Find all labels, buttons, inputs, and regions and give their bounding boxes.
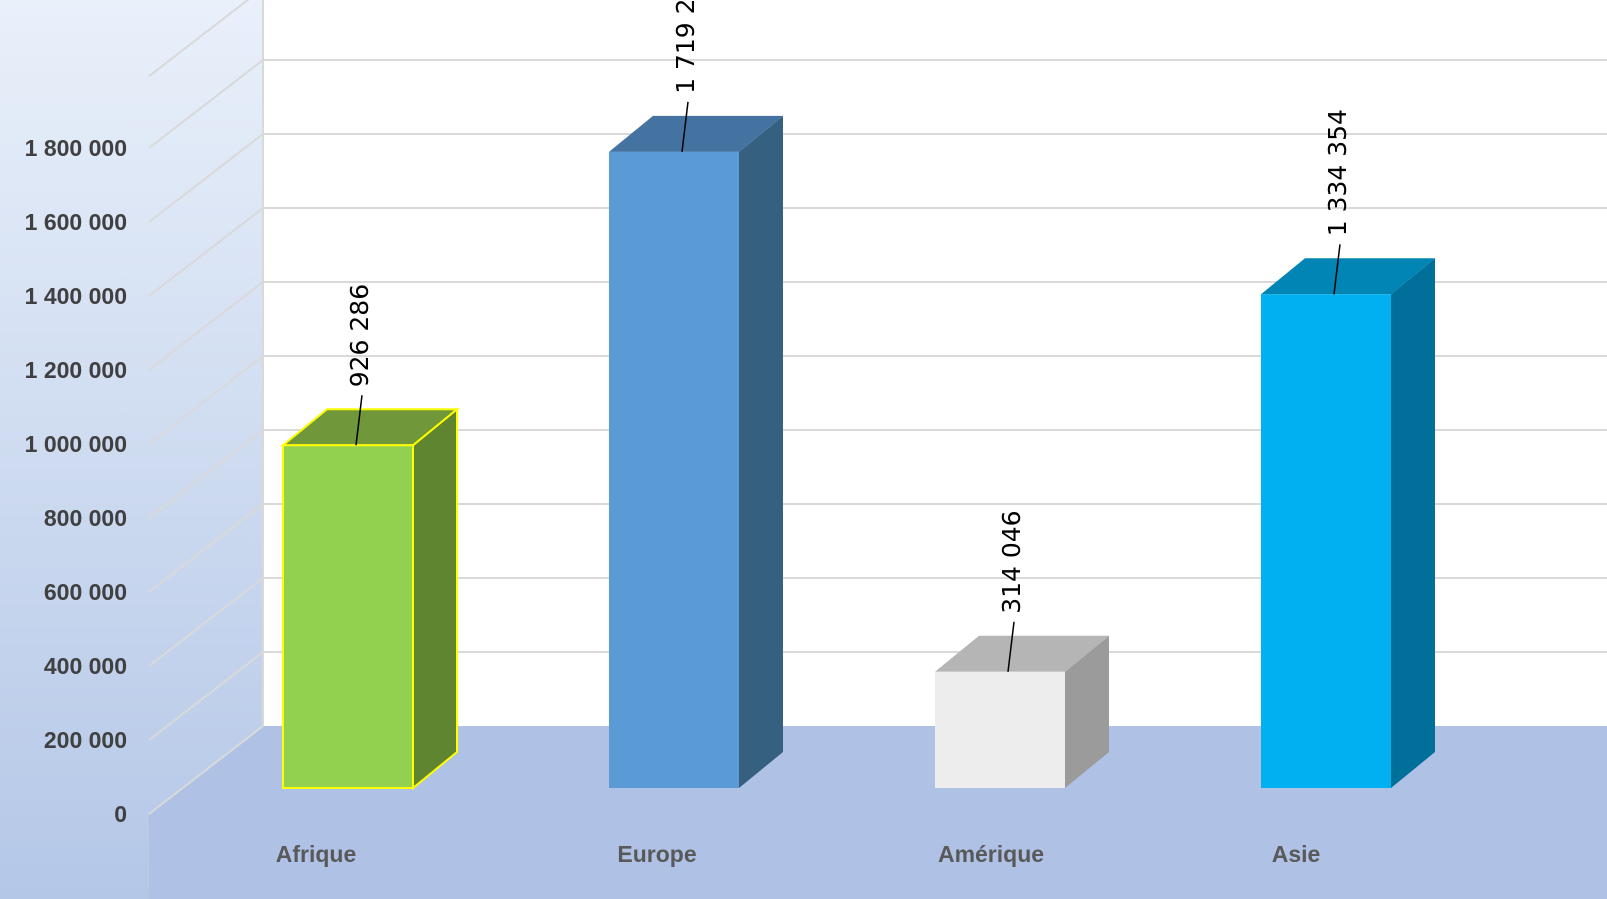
bar-side [1391, 258, 1435, 788]
y-tick-label: 0 [114, 801, 127, 827]
leader-line [1333, 244, 1341, 295]
x-category-label: Asie [1272, 841, 1321, 867]
bar-side [412, 407, 458, 791]
y-tick-label: 1 600 000 [25, 209, 127, 235]
bar-front [609, 151, 739, 788]
y-tick-label: 200 000 [44, 727, 127, 753]
gridline-side [148, 429, 264, 519]
y-tick-label: 1 200 000 [25, 357, 127, 383]
y-tick-label: 800 000 [44, 505, 127, 531]
bar-front [1261, 294, 1391, 788]
gridline-side [148, 503, 264, 593]
gridline-side [148, 0, 250, 78]
x-category-label: Europe [617, 841, 696, 867]
y-tick-label: 600 000 [44, 579, 127, 605]
y-tick-label: 1 000 000 [25, 431, 127, 457]
data-label: 314 046 [997, 510, 1026, 613]
bar-top [609, 115, 783, 152]
gridline-side [148, 355, 264, 445]
gridline-side [148, 207, 264, 297]
y-tick-label: 1 800 000 [25, 135, 127, 161]
data-label: 1 334 354 [1323, 109, 1352, 236]
data-label: 1 719 2 [671, 0, 700, 94]
leader-line [681, 101, 689, 152]
x-category-label: Afrique [276, 841, 357, 867]
bar-europe [609, 115, 783, 789]
bar-side [739, 115, 783, 789]
gridline-side [148, 577, 264, 667]
data-label: 926 286 [345, 284, 374, 387]
y-tick-label: 1 400 000 [25, 283, 127, 309]
leader-line [355, 395, 363, 446]
bar-asie [1261, 258, 1435, 788]
leader-line [1007, 621, 1015, 672]
bar-front [935, 671, 1065, 788]
gridline-side [148, 725, 264, 815]
bar-afrique [280, 407, 460, 791]
gridline-side [148, 281, 264, 371]
bar-side [1065, 635, 1109, 788]
bar-amerique [935, 635, 1109, 788]
gridline-side [148, 133, 264, 223]
bar-front [282, 444, 414, 789]
x-category-label: Amérique [938, 841, 1044, 867]
bar-top [1261, 258, 1435, 295]
y-tick-label: 400 000 [44, 653, 127, 679]
gridline-side [148, 651, 264, 741]
bar-top [935, 635, 1109, 672]
gridline-side [148, 59, 264, 149]
plot-floor [149, 726, 1607, 899]
